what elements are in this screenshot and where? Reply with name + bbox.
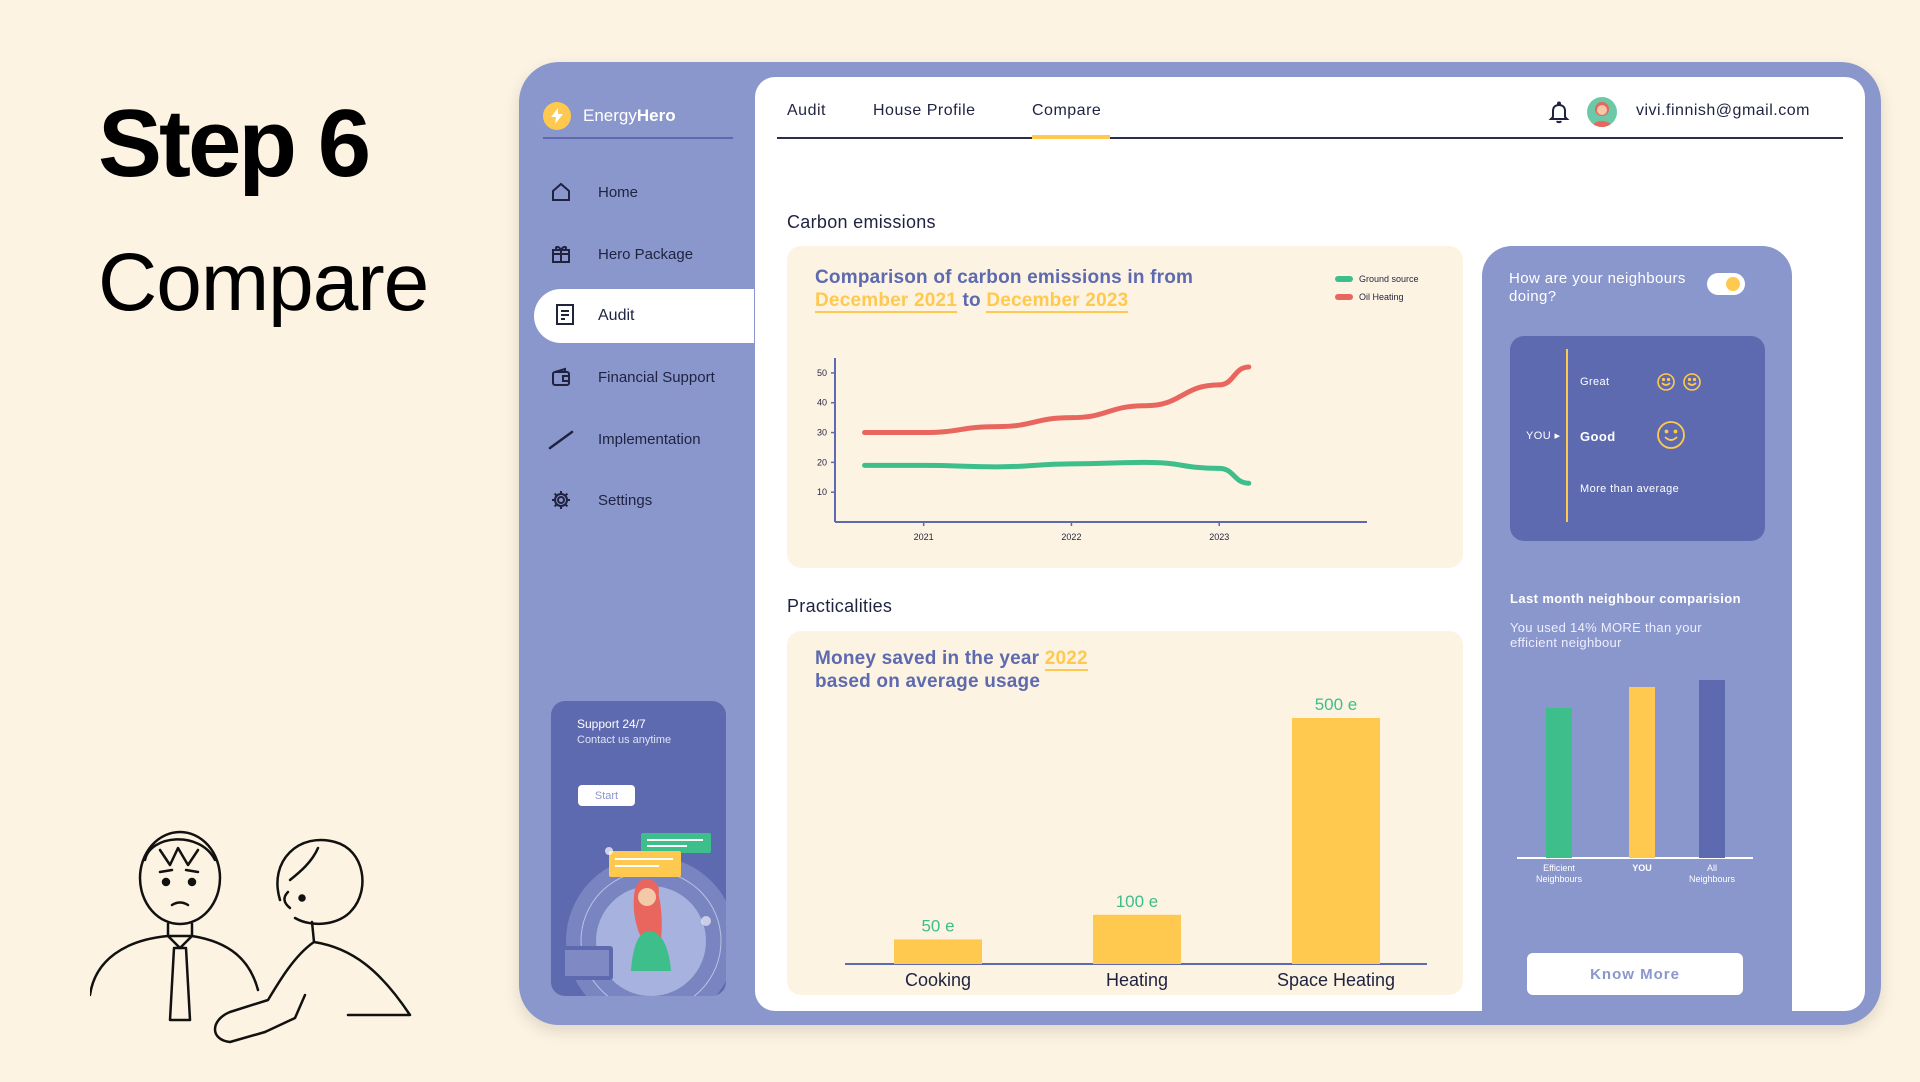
bell-icon[interactable] [1547, 100, 1571, 129]
y-tick-label: 30 [817, 428, 827, 438]
x-tick-label: 2022 [1061, 532, 1081, 542]
bar-space-heating [1292, 718, 1380, 964]
slide-subtitle: Compare [98, 237, 429, 328]
you-marker: YOU ▸ [1526, 430, 1561, 442]
x-tick-label: 2023 [1209, 532, 1229, 542]
x-tick-label: 2021 [914, 532, 934, 542]
sidebar-item-financial-support[interactable]: Financial Support [548, 357, 715, 397]
y-tick-label: 20 [817, 457, 827, 467]
bar-category-label: Heating [1106, 970, 1168, 990]
home-icon [548, 179, 574, 205]
bar-category-label: Cooking [905, 970, 971, 990]
legend-swatch [1335, 294, 1353, 300]
rating-good: Good [1580, 429, 1616, 444]
active-tab-indicator [1032, 135, 1110, 139]
support-subtitle: Contact us anytime [577, 734, 672, 746]
legend-swatch [1335, 276, 1353, 282]
bar-all-neighbours [1699, 680, 1725, 858]
practicalities-section-label: Practicalities [787, 596, 893, 616]
last-month-title: Last month neighbour comparision [1510, 591, 1741, 606]
series-line-oil-heating [862, 364, 1252, 436]
clipboard-icon [554, 302, 576, 331]
bar-value-label: 50 e [921, 916, 954, 935]
rating-great: Great [1580, 376, 1610, 388]
smiley-icon [1657, 421, 1685, 449]
sidebar-item-audit[interactable]: Audit [534, 289, 754, 343]
bar-category-label: Space Heating [1277, 970, 1395, 990]
savings-chart-title: Money saved in the year 2022 based on av… [815, 648, 1088, 692]
y-tick-label: 40 [817, 398, 827, 408]
bar-category-label: YOU [1632, 863, 1652, 873]
app-name: EnergyHero [583, 106, 676, 125]
tab-house-profile[interactable]: House Profile [873, 102, 976, 119]
bar-you [1629, 686, 1655, 858]
wallet-icon [548, 364, 574, 390]
rating-scale-line [1566, 349, 1568, 522]
last-month-text: You used 14% MORE than your efficient ne… [1510, 620, 1702, 650]
lightning-icon [543, 102, 571, 130]
pen-icon [548, 426, 574, 452]
sidebar-item-label: Financial Support [598, 368, 715, 386]
sidebar-item-hero-package[interactable]: Hero Package [548, 234, 693, 274]
gift-icon [548, 241, 574, 267]
logo-divider [543, 137, 733, 139]
user-email[interactable]: vivi.finnish@gmail.com [1636, 102, 1810, 119]
support-title: Support 24/7 [577, 717, 646, 731]
sidebar-item-label: Home [598, 183, 639, 201]
sidebar-item-label: Hero Package [598, 245, 694, 263]
people-illustration [90, 830, 412, 1044]
sidebar-item-label: Implementation [598, 430, 701, 448]
know-more-button[interactable]: Know More [1527, 953, 1743, 995]
y-tick-label: 10 [817, 487, 827, 497]
support-start-button[interactable]: Start [578, 785, 635, 806]
carbon-legend: Ground source Oil Heating [1335, 274, 1419, 302]
y-tick-label: 50 [817, 368, 827, 378]
slide-title: Step 6 [98, 90, 371, 197]
tab-compare[interactable]: Compare [1032, 102, 1102, 119]
gear-icon [548, 487, 574, 513]
legend-item-oil-heating: Oil Heating [1335, 292, 1419, 302]
neighbour-bar-chart: Efficient Neighbours YOU All Neighbours [1517, 680, 1753, 884]
legend-item-ground-source: Ground source [1335, 274, 1419, 284]
neighbour-rating-card [1510, 336, 1765, 541]
carbon-line-chart: 10 20 30 40 50 2021 2022 2023 [817, 358, 1367, 542]
sidebar-item-settings[interactable]: Settings [548, 480, 652, 520]
bar-efficient-neighbours [1546, 707, 1572, 858]
carbon-section-label: Carbon emissions [787, 212, 936, 232]
tab-audit[interactable]: Audit [787, 102, 826, 119]
carbon-chart-title: Comparison of carbon emissions in from D… [815, 267, 1194, 313]
app-logo[interactable]: EnergyHero [543, 94, 733, 138]
sidebar-item-label: Settings [598, 491, 653, 509]
savings-bar-chart: 50 e Cooking 100 e Heating 500 e Space Heatin… [845, 695, 1427, 990]
smiley-icon [1657, 373, 1701, 391]
neighbours-question: How are your neighbours doing? [1509, 270, 1686, 305]
rating-more-than-average: More than average [1580, 483, 1680, 495]
bar-category-label: All Neighbours [1689, 863, 1736, 884]
support-agent-illustration [561, 833, 726, 996]
sidebar-item-implementation[interactable]: Implementation [548, 419, 701, 459]
support-card: Support 24/7 Contact us anytime Start [551, 701, 726, 996]
bar-value-label: 500 e [1315, 695, 1358, 714]
series-line-ground-source [862, 459, 1252, 486]
avatar[interactable] [1587, 97, 1617, 127]
tabs-divider [777, 137, 1843, 139]
toggle-knob [1726, 277, 1740, 291]
sidebar-item-home[interactable]: Home [548, 172, 638, 212]
bar-value-label: 100 e [1116, 892, 1159, 911]
sidebar-item-label: Audit [598, 307, 635, 324]
bar-heating [1093, 914, 1181, 964]
bar-category-label: Efficient Neighbours [1536, 863, 1583, 884]
bar-cooking [894, 939, 982, 964]
